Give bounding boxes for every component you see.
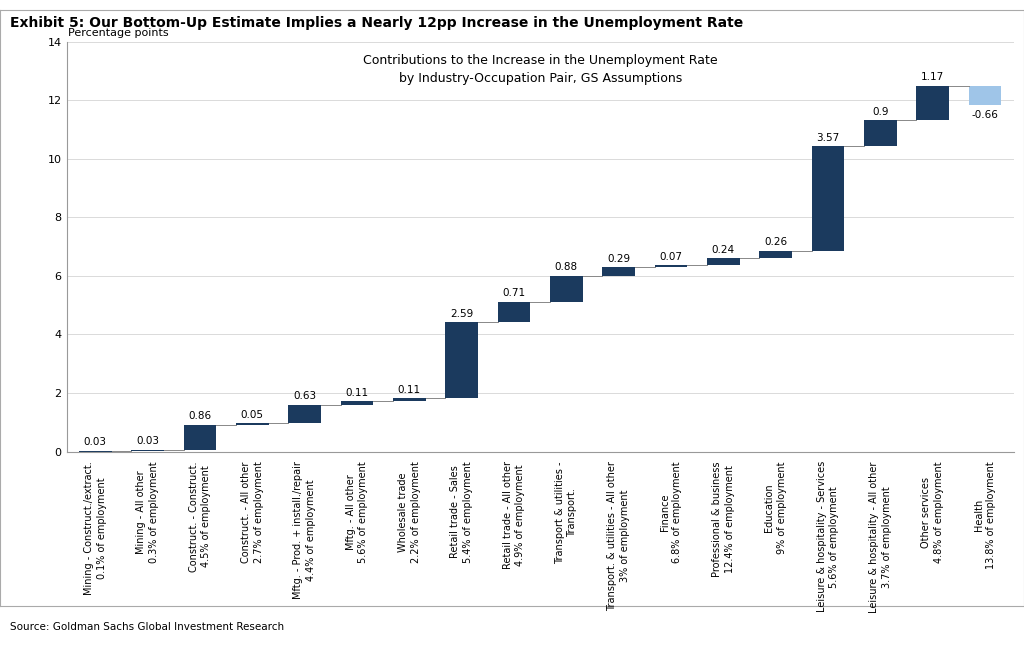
Bar (550, 276, 583, 302)
Text: 0.86: 0.86 (188, 411, 212, 421)
Text: 0.88: 0.88 (555, 263, 578, 272)
Bar (969, 86, 1001, 105)
Text: 0.26: 0.26 (764, 237, 787, 247)
Bar (654, 266, 687, 268)
Text: Contributions to the Increase in the Unemployment Rate
by Industry-Occupation Pa: Contributions to the Increase in the Une… (362, 54, 718, 85)
Text: 1.17: 1.17 (921, 72, 944, 83)
Bar (864, 120, 897, 146)
Text: 0.71: 0.71 (503, 288, 525, 298)
Text: Percentage points: Percentage points (68, 28, 168, 38)
Bar (760, 251, 792, 259)
Text: 0.29: 0.29 (607, 254, 630, 264)
Bar (602, 268, 635, 276)
Text: 2.59: 2.59 (450, 309, 473, 319)
Text: 3.57: 3.57 (816, 133, 840, 143)
Bar (289, 404, 321, 423)
Text: -0.66: -0.66 (972, 110, 998, 119)
Bar (916, 86, 949, 120)
Bar (812, 146, 844, 251)
Bar (341, 401, 373, 404)
Bar (237, 423, 268, 424)
Text: 0.11: 0.11 (345, 388, 369, 398)
Bar (445, 322, 478, 398)
Bar (131, 450, 164, 451)
Text: Source: Goldman Sachs Global Investment Research: Source: Goldman Sachs Global Investment … (10, 622, 285, 632)
Text: 0.24: 0.24 (712, 245, 735, 255)
Bar (498, 302, 530, 322)
Text: 0.11: 0.11 (397, 385, 421, 395)
Text: Exhibit 5: Our Bottom-Up Estimate Implies a Nearly 12pp Increase in the Unemploy: Exhibit 5: Our Bottom-Up Estimate Implie… (10, 16, 743, 30)
Bar (183, 424, 216, 450)
Text: 0.05: 0.05 (241, 410, 264, 420)
Text: 0.63: 0.63 (293, 391, 316, 401)
Bar (708, 259, 739, 266)
Text: 0.07: 0.07 (659, 252, 682, 262)
Text: 0.9: 0.9 (872, 106, 889, 117)
Text: 0.03: 0.03 (84, 437, 106, 447)
Text: 0.03: 0.03 (136, 436, 159, 446)
Bar (393, 398, 426, 401)
